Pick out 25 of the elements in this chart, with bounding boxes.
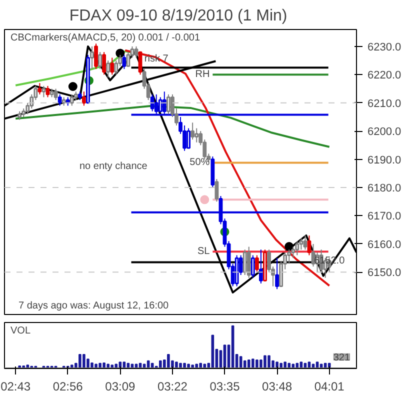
y-tick-label: 6150.0 xyxy=(368,267,402,280)
annotation: no enty chance xyxy=(80,160,148,172)
x-tick-label: 03:35 xyxy=(210,380,240,394)
y-tick-label: 6190.0 xyxy=(368,154,402,166)
y-tick-label: 6170.0 xyxy=(368,210,402,223)
annotation: 7 days ago was: August 12, 16:00 xyxy=(18,300,170,312)
chart-title: FDAX 09-10 8/19/2010 (1 Min) xyxy=(69,8,288,24)
x-tick-label: 03:09 xyxy=(105,380,136,394)
y-tick-label: 6220.0 xyxy=(368,70,402,82)
x-tick-label: 03:48 xyxy=(262,380,292,394)
y-tick-label: 6230.0 xyxy=(368,41,402,54)
annotation: SL xyxy=(197,246,210,258)
x-tick-label: 02:43 xyxy=(0,380,31,394)
annotation: VOL xyxy=(10,326,31,336)
y-tick-label: 6180.0 xyxy=(368,182,402,195)
x-tick-label: 02:56 xyxy=(52,380,84,394)
annotation: RH xyxy=(195,69,210,80)
y-tick-label: 6200.0 xyxy=(368,126,402,138)
annotation: CBCmarkers(AMACD,5, 20) 0.001 / -0.001 xyxy=(10,32,200,44)
annotation: 50% xyxy=(190,157,210,168)
x-tick-label: 03:22 xyxy=(157,380,188,394)
y-tick-label: 6210.0 xyxy=(368,98,402,110)
y-tick-label: 6160.0 xyxy=(368,238,402,251)
annotation: 6152.0 xyxy=(314,256,346,267)
x-tick-label: 04:01 xyxy=(314,380,345,394)
